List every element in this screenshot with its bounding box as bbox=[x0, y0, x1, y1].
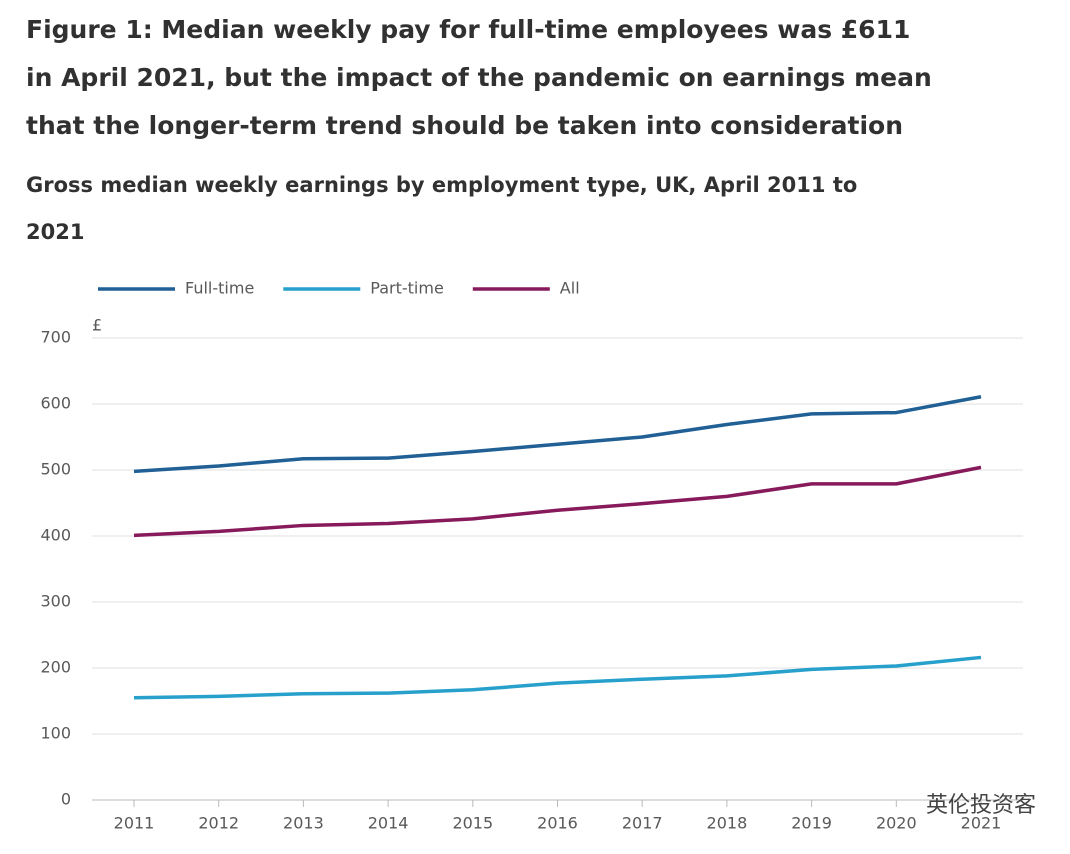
chart-title: Figure 1: Median weekly pay for full-tim… bbox=[26, 15, 932, 140]
x-tick-label: 2019 bbox=[791, 814, 832, 833]
series-line bbox=[133, 465, 982, 538]
x-tick-label: 2020 bbox=[876, 814, 917, 833]
x-tick-label: 2011 bbox=[114, 814, 155, 833]
y-tick-label: 0 bbox=[61, 790, 71, 809]
y-tick-label: 500 bbox=[40, 460, 71, 479]
x-tick-label: 2013 bbox=[283, 814, 324, 833]
series-line bbox=[133, 655, 982, 700]
x-tick-label: 2021 bbox=[961, 814, 1002, 833]
y-tick-label: 200 bbox=[40, 658, 71, 677]
y-tick-label: 300 bbox=[40, 592, 71, 611]
x-tick-label: 2015 bbox=[452, 814, 493, 833]
legend-label: Part-time bbox=[370, 279, 444, 298]
y-tick-label: 600 bbox=[40, 394, 71, 413]
legend-label: Full-time bbox=[185, 279, 254, 298]
y-tick-label: 100 bbox=[40, 724, 71, 743]
y-unit: £ bbox=[92, 316, 102, 335]
chart-subtitle: Gross median weekly earnings by employme… bbox=[26, 173, 858, 244]
x-tick-label: 2018 bbox=[707, 814, 748, 833]
x-tick-label: 2012 bbox=[198, 814, 239, 833]
y-tick-label: 400 bbox=[40, 526, 71, 545]
x-tick-label: 2016 bbox=[537, 814, 578, 833]
y-tick-label: 700 bbox=[40, 328, 71, 347]
legend-label: All bbox=[560, 279, 580, 298]
x-tick-label: 2017 bbox=[622, 814, 663, 833]
x-tick-label: 2014 bbox=[368, 814, 409, 833]
watermark: 英伦投资客 bbox=[926, 793, 1036, 818]
series-line bbox=[133, 395, 982, 474]
